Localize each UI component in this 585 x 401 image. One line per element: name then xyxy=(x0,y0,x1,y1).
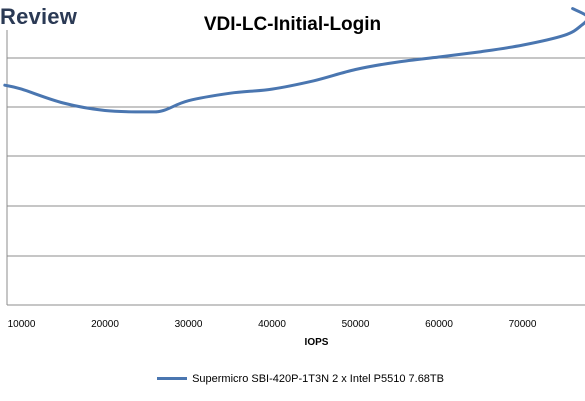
x-tick-label: 30000 xyxy=(175,319,203,330)
legend-label: Supermicro SBI-420P-1T3N 2 x Intel P5510… xyxy=(192,373,444,385)
chart-title: VDI-LC-Initial-Login xyxy=(0,14,585,36)
x-tick-label: 20000 xyxy=(91,319,119,330)
x-tick-label: 10000 xyxy=(8,319,36,330)
legend-entry: Supermicro SBI-420P-1T3N 2 x Intel P5510… xyxy=(157,373,444,385)
x-tick-label: 50000 xyxy=(342,319,370,330)
brand-logo: Review xyxy=(0,4,78,29)
x-tick-label: 70000 xyxy=(509,319,537,330)
x-axis-label: IOPS xyxy=(0,337,585,348)
chart-legend: Supermicro SBI-420P-1T3N 2 x Intel P5510… xyxy=(0,373,585,385)
x-tick-label: 40000 xyxy=(258,319,286,330)
chart-title-text: VDI-LC-Initial-Login xyxy=(203,14,382,35)
legend-swatch xyxy=(157,376,188,380)
x-tick-label: 60000 xyxy=(425,319,453,330)
x-axis-label-text: IOPS xyxy=(304,337,329,348)
series-line xyxy=(3,7,585,114)
